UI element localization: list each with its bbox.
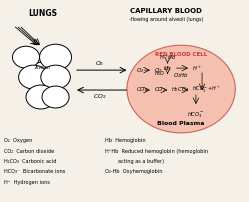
Circle shape (26, 85, 56, 109)
Circle shape (41, 65, 70, 89)
Text: O₂  Oxygen: O₂ Oxygen (4, 138, 32, 143)
Circle shape (19, 65, 48, 89)
Circle shape (127, 45, 235, 133)
Circle shape (25, 62, 62, 92)
Text: $O_2$: $O_2$ (95, 59, 105, 68)
Text: O₂-Hb  Oxyhemoglobin: O₂-Hb Oxyhemoglobin (105, 169, 162, 174)
Text: $HCO_3^-$: $HCO_3^-$ (187, 111, 205, 120)
Text: $H^+Hb$: $H^+Hb$ (159, 53, 177, 62)
Text: ALVEOLI: ALVEOLI (34, 66, 50, 70)
Circle shape (12, 46, 40, 68)
Text: $CO_2$: $CO_2$ (135, 86, 148, 95)
Text: H⁺  Hydrogen ions: H⁺ Hydrogen ions (4, 180, 50, 185)
Text: $H_2O$: $H_2O$ (154, 69, 166, 78)
Circle shape (40, 44, 71, 70)
Text: $O_2Hb$: $O_2Hb$ (173, 71, 188, 80)
Text: HCO₃⁻  Bicarbonate ions: HCO₃⁻ Bicarbonate ions (4, 169, 65, 174)
Text: $O_2$: $O_2$ (135, 66, 144, 75)
Text: H₂CO₃  Carbonic acid: H₂CO₃ Carbonic acid (4, 159, 56, 164)
Text: $O_2$: $O_2$ (154, 66, 162, 75)
Text: Blood Plasma: Blood Plasma (157, 121, 205, 126)
Text: $CO_2$: $CO_2$ (93, 92, 107, 101)
Text: $H^+$: $H^+$ (192, 64, 202, 73)
Circle shape (42, 86, 69, 108)
Text: $H_2CO_3$: $H_2CO_3$ (171, 86, 189, 95)
Text: -flowing around alveoli (lungs): -flowing around alveoli (lungs) (129, 17, 203, 22)
Text: H⁺Hb  Reduced hemoglobin (hemoglobin: H⁺Hb Reduced hemoglobin (hemoglobin (105, 149, 208, 154)
Text: CAPILLARY BLOOD: CAPILLARY BLOOD (130, 8, 202, 14)
Text: $Hb$: $Hb$ (163, 64, 172, 72)
Text: acting as a buffer): acting as a buffer) (105, 159, 164, 164)
Text: Hb  Hemoglobin: Hb Hemoglobin (105, 138, 145, 143)
Text: RED BLOOD CELL: RED BLOOD CELL (155, 52, 207, 57)
Text: LUNGS: LUNGS (29, 9, 58, 18)
Text: $HCO_3^-$+$H^+$: $HCO_3^-$+$H^+$ (192, 85, 221, 95)
Text: $CO_2$: $CO_2$ (154, 86, 166, 95)
Text: CO₂  Carbon dioxide: CO₂ Carbon dioxide (4, 149, 54, 154)
